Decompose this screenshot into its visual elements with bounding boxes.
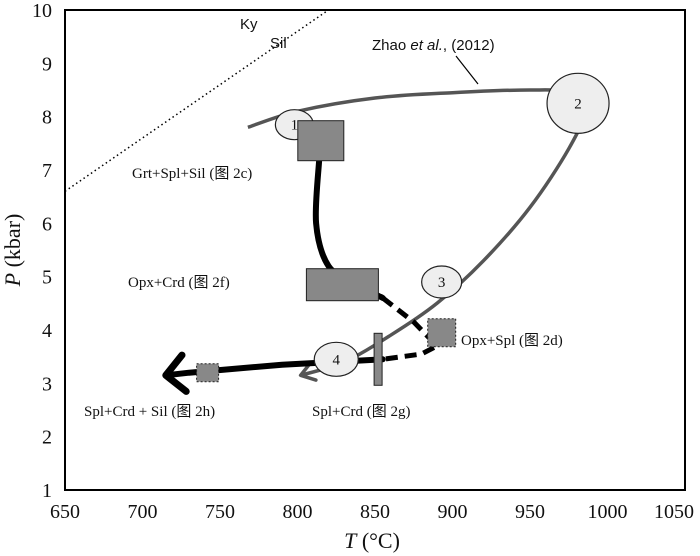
x-tick-label: 750 <box>205 501 235 523</box>
stage-marker-label: 2 <box>574 96 582 112</box>
y-tick-label: 8 <box>42 107 52 129</box>
y-axis-unit: (kbar) <box>0 214 25 273</box>
y-tick-label: 7 <box>42 160 52 182</box>
assemblage-label-spl-crd-sil: Spl+Crd + Sil (图 2h) <box>84 403 215 420</box>
ky-sil-boundary-line <box>65 10 329 192</box>
stage-marker-2 <box>546 72 610 134</box>
author-leader-line <box>455 55 479 85</box>
x-axis-unit: (°C) <box>356 528 400 553</box>
y-tick-labels: 1 2 3 4 5 6 7 8 9 10 <box>32 0 52 502</box>
assemblage-label-grt-spl-sil: Grt+Spl+Sil (图 2c) <box>132 165 252 182</box>
x-tick-label: 800 <box>283 501 313 523</box>
y-tick-label: 4 <box>42 320 52 342</box>
y-axis-variable: P <box>0 273 25 287</box>
stage-marker-label: 1 <box>291 118 299 134</box>
retrograde-path-arrowhead <box>162 351 190 395</box>
assemblage-label-opx-spl: Opx+Spl (图 2d) <box>461 332 563 349</box>
assemblage-box <box>427 318 457 348</box>
ky-label: Ky <box>240 16 258 33</box>
x-tick-labels: 650 700 750 800 850 900 950 1000 1050 <box>50 501 694 523</box>
sil-label: Sil <box>270 35 287 52</box>
author-label-italic: et al. <box>410 37 443 54</box>
y-tick-label: 2 <box>42 427 52 449</box>
y-tick-label: 9 <box>42 53 52 75</box>
stage-marker-label: 3 <box>438 275 446 291</box>
stage-marker-4 <box>313 341 359 377</box>
x-axis-variable: T <box>344 528 358 553</box>
x-tick-label: 700 <box>128 501 158 523</box>
x-axis-title: T (°C) <box>344 528 400 553</box>
x-tick-label: 1050 <box>654 501 694 523</box>
assemblage-label-spl-crd: Spl+Crd (图 2g) <box>312 403 410 420</box>
assemblage-box <box>305 268 379 302</box>
x-tick-label: 850 <box>360 501 390 523</box>
x-tick-label: 1000 <box>588 501 628 523</box>
y-tick-label: 5 <box>42 267 52 289</box>
y-tick-label: 3 <box>42 373 52 395</box>
author-label-pre: Zhao <box>372 37 410 54</box>
assemblage-box <box>373 332 383 386</box>
x-tick-label: 950 <box>515 501 545 523</box>
y-tick-label: 6 <box>42 213 52 235</box>
x-tick-label: 650 <box>50 501 80 523</box>
retrograde-path-dashed <box>381 296 442 362</box>
zhao-path-arrowhead <box>298 361 318 382</box>
assemblage-box <box>297 120 345 162</box>
author-label: Zhao et al., (2012) <box>372 37 495 54</box>
y-axis-title: P (kbar) <box>0 214 25 288</box>
stage-marker-3 <box>421 265 463 299</box>
author-label-post: , (2012) <box>443 37 495 54</box>
y-tick-label: 10 <box>32 0 52 22</box>
plot-frame <box>64 9 686 491</box>
assemblage-label-opx-crd: Opx+Crd (图 2f) <box>128 274 230 291</box>
y-tick-label: 1 <box>42 480 52 502</box>
assemblage-box <box>196 363 220 383</box>
assemblage-boxes <box>196 120 457 386</box>
x-tick-label: 900 <box>438 501 468 523</box>
stage-marker-label: 4 <box>333 352 341 368</box>
